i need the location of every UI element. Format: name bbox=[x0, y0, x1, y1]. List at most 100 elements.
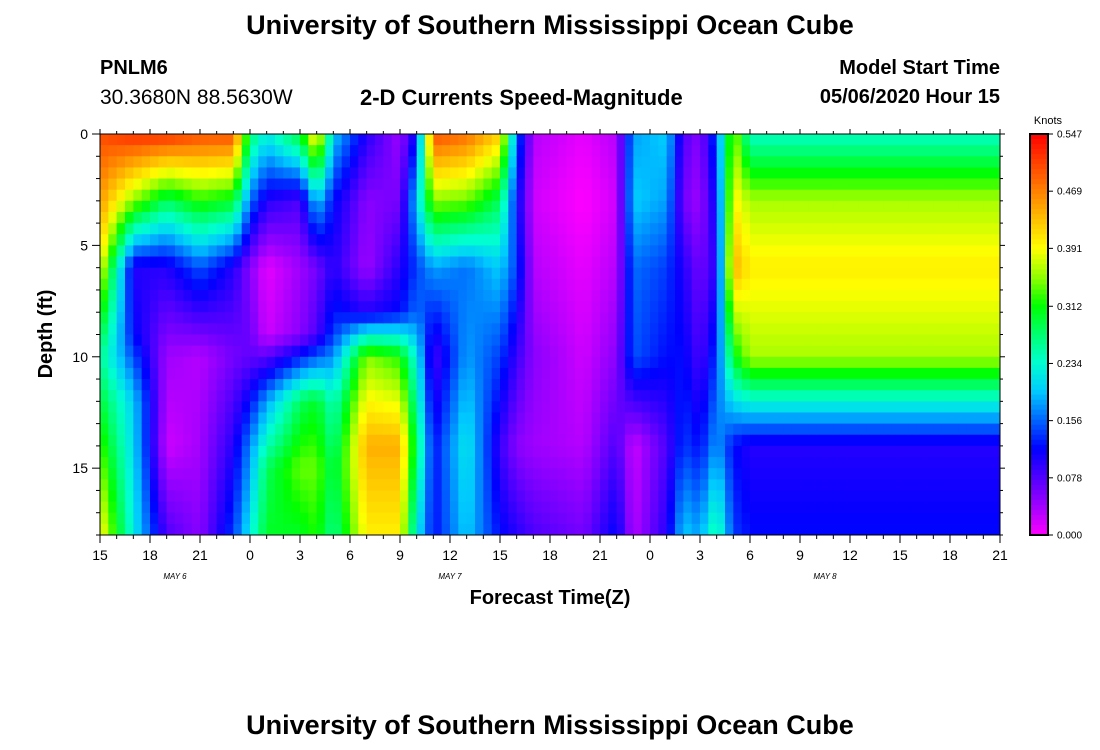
heatmap-cell bbox=[825, 245, 834, 258]
heatmap-cell bbox=[841, 312, 851, 324]
heatmap-cell bbox=[116, 189, 126, 202]
colorbar-swatch bbox=[1030, 484, 1048, 491]
heatmap-cell bbox=[283, 401, 293, 414]
heatmap-cell bbox=[708, 379, 718, 391]
heatmap-cell bbox=[158, 390, 168, 402]
heatmap-cell bbox=[475, 234, 484, 246]
heatmap-cell bbox=[816, 412, 826, 425]
heatmap-cell bbox=[425, 312, 434, 324]
heatmap-cell bbox=[766, 468, 776, 480]
heatmap-cell bbox=[708, 156, 718, 169]
heatmap-cell bbox=[316, 223, 326, 235]
heatmap-cell bbox=[891, 178, 901, 191]
heatmap-cell bbox=[900, 245, 909, 258]
heatmap-cell bbox=[900, 490, 909, 503]
heatmap-cell bbox=[833, 512, 843, 525]
heatmap-cell bbox=[133, 479, 143, 492]
heatmap-cell bbox=[841, 323, 851, 336]
heatmap-cell bbox=[600, 178, 609, 191]
heatmap-cell bbox=[125, 490, 134, 503]
heatmap-cell bbox=[566, 457, 576, 469]
heatmap-cell bbox=[275, 278, 284, 291]
heatmap-cell bbox=[266, 412, 276, 425]
heatmap-cell bbox=[875, 256, 884, 269]
heatmap-cell bbox=[658, 323, 668, 336]
heatmap-cell bbox=[133, 457, 143, 469]
heatmap-cell bbox=[158, 234, 168, 246]
heatmap-cell bbox=[100, 412, 109, 425]
heatmap-cell bbox=[591, 512, 601, 525]
heatmap-cell bbox=[258, 156, 268, 169]
heatmap-cell bbox=[658, 512, 668, 525]
heatmap-cell bbox=[391, 334, 401, 347]
heatmap-cell bbox=[216, 356, 226, 369]
heatmap-cell bbox=[558, 412, 568, 425]
heatmap-cell bbox=[808, 401, 818, 414]
heatmap-cell bbox=[500, 479, 509, 492]
y-tick-label: 15 bbox=[72, 460, 88, 476]
heatmap-cell bbox=[708, 367, 718, 380]
heatmap-cell bbox=[241, 167, 251, 180]
heatmap-cell bbox=[325, 479, 334, 492]
heatmap-cell bbox=[508, 423, 518, 436]
heatmap-cell bbox=[250, 401, 259, 414]
heatmap-cell bbox=[616, 145, 626, 157]
heatmap-cell bbox=[433, 379, 443, 391]
heatmap-cell bbox=[616, 256, 626, 269]
heatmap-cell bbox=[425, 423, 434, 436]
heatmap-cell bbox=[633, 457, 643, 469]
heatmap-cell bbox=[300, 445, 309, 458]
heatmap-cell bbox=[800, 501, 809, 514]
heatmap-cell bbox=[600, 401, 609, 414]
heatmap-cell bbox=[175, 156, 184, 169]
heatmap-cell bbox=[316, 379, 326, 391]
heatmap-cell bbox=[400, 134, 409, 146]
heatmap-cell bbox=[883, 356, 893, 369]
heatmap-cell bbox=[200, 523, 209, 535]
heatmap-cell bbox=[891, 189, 901, 202]
heatmap-cell bbox=[916, 379, 926, 391]
heatmap-cell bbox=[283, 334, 293, 347]
heatmap-cell bbox=[166, 156, 176, 169]
heatmap-cell bbox=[566, 412, 576, 425]
heatmap-cell bbox=[675, 334, 684, 347]
heatmap-cell bbox=[916, 178, 926, 191]
heatmap-cell bbox=[208, 512, 218, 525]
heatmap-cell bbox=[158, 434, 168, 447]
heatmap-cell bbox=[741, 156, 751, 169]
heatmap-cell bbox=[600, 301, 609, 313]
heatmap-cell bbox=[925, 256, 934, 269]
heatmap-cell bbox=[316, 334, 326, 347]
heatmap-cell bbox=[833, 301, 843, 313]
heatmap-cell bbox=[941, 278, 951, 291]
heatmap-cell bbox=[141, 145, 151, 157]
heatmap-cell bbox=[266, 434, 276, 447]
heatmap-cell bbox=[775, 278, 784, 291]
heatmap-cell bbox=[208, 312, 218, 324]
heatmap-cell bbox=[916, 278, 926, 291]
heatmap-cell bbox=[425, 501, 434, 514]
heatmap-cell bbox=[600, 457, 609, 469]
heatmap-cell bbox=[975, 323, 984, 336]
heatmap-cell bbox=[316, 312, 326, 324]
heatmap-cell bbox=[408, 412, 418, 425]
heatmap-cell bbox=[250, 490, 259, 503]
heatmap-cell bbox=[258, 200, 268, 213]
heatmap-cell bbox=[475, 423, 484, 436]
heatmap-cell bbox=[808, 278, 818, 291]
heatmap-cell bbox=[583, 289, 593, 302]
heatmap-cell bbox=[100, 312, 109, 324]
heatmap-cell bbox=[625, 401, 634, 414]
heatmap-cell bbox=[500, 512, 509, 525]
heatmap-cell bbox=[533, 367, 543, 380]
heatmap-cell bbox=[525, 356, 534, 369]
heatmap-cell bbox=[966, 267, 976, 280]
heatmap-cell bbox=[400, 189, 409, 202]
heatmap-cell bbox=[100, 167, 109, 180]
heatmap-cell bbox=[158, 501, 168, 514]
heatmap-cell bbox=[916, 457, 926, 469]
heatmap-cell bbox=[433, 256, 443, 269]
heatmap-cell bbox=[491, 479, 501, 492]
heatmap-cell bbox=[383, 501, 393, 514]
heatmap-cell bbox=[950, 189, 959, 202]
